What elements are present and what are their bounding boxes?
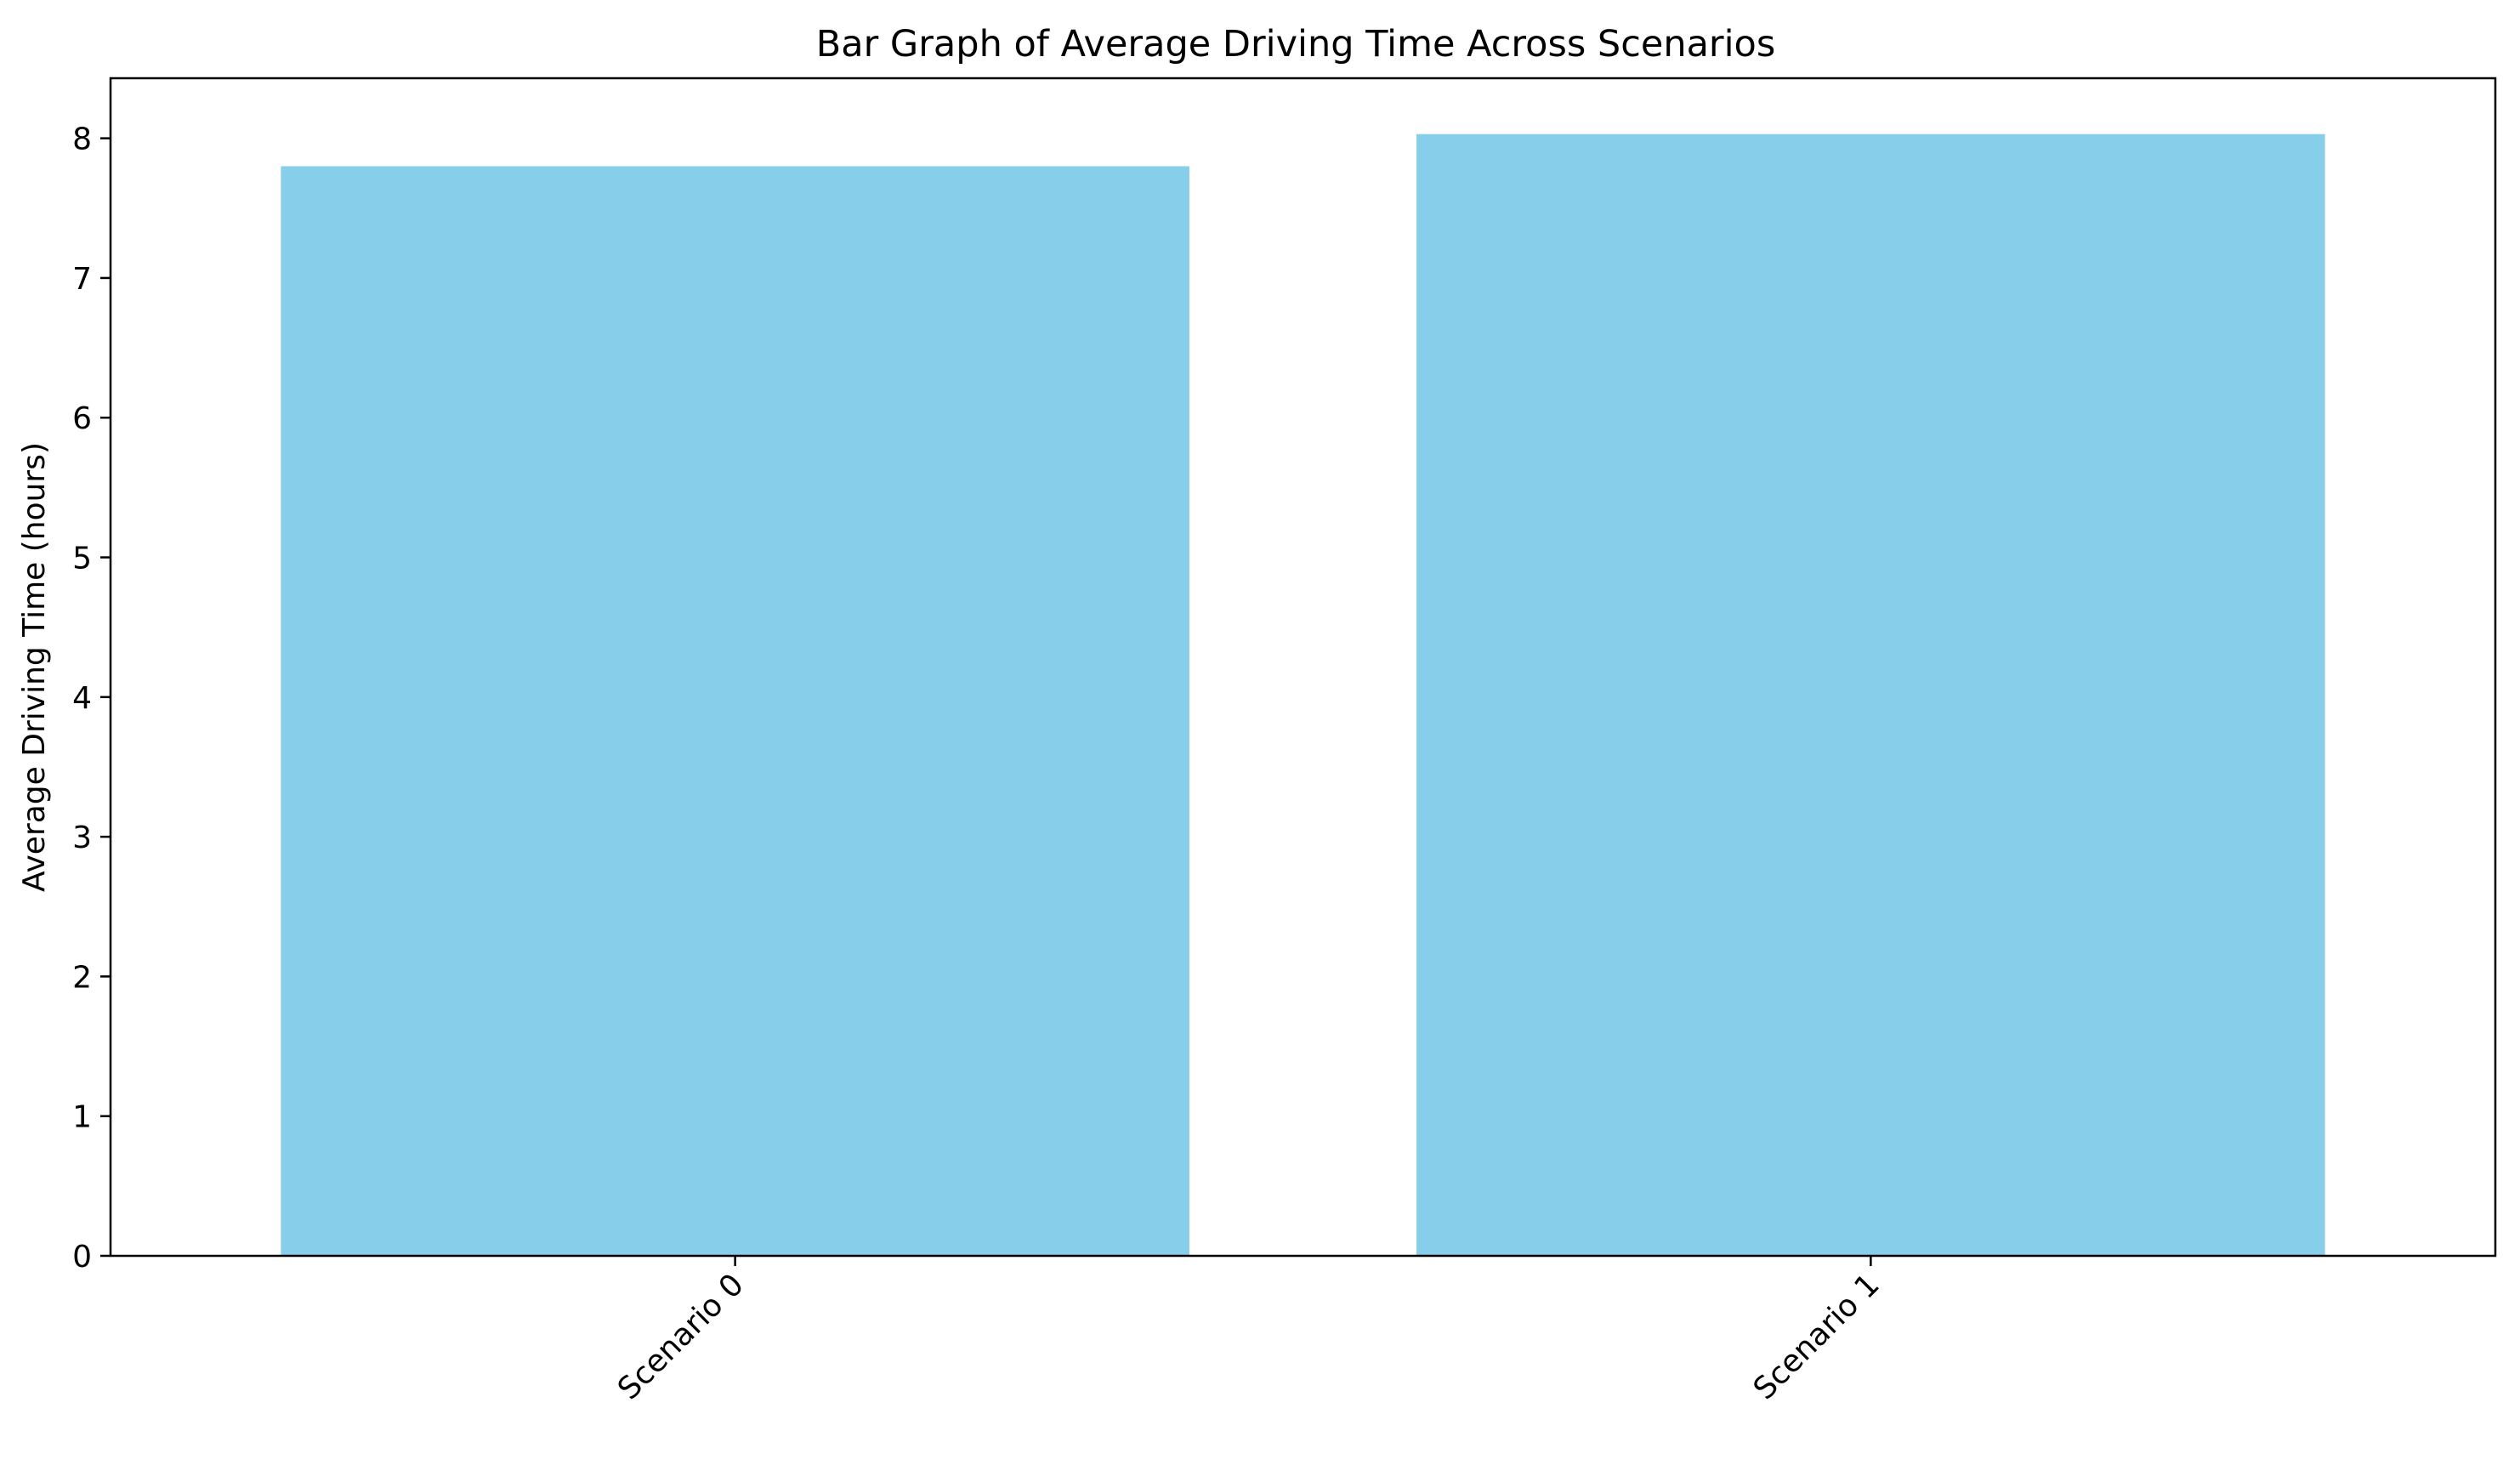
y-tick-label-7: 7	[72, 262, 92, 297]
y-tick-label-3: 3	[72, 821, 92, 855]
plot-frame	[109, 77, 2497, 1258]
bar-scenario-1	[1416, 133, 2325, 1257]
axes-layer	[109, 77, 2497, 1258]
y-tick-label-4: 4	[72, 681, 92, 716]
y-tick-label-5: 5	[72, 542, 92, 576]
y-tick-label-1: 1	[72, 1100, 92, 1135]
bar-scenario-0	[281, 166, 1189, 1256]
y-tick-label-8: 8	[72, 122, 92, 157]
x-tick-label-0: Scenario 0	[611, 1267, 751, 1406]
bars-layer	[281, 133, 2325, 1257]
y-axis-label: Average Driving Time (hours)	[17, 442, 52, 892]
y-tick-label-6: 6	[72, 401, 92, 436]
chart-title: Bar Graph of Average Driving Time Across…	[816, 23, 1776, 65]
y-tick-label-0: 0	[72, 1240, 92, 1275]
y-tick-label-2: 2	[72, 960, 92, 995]
x-tick-label-1: Scenario 1	[1747, 1267, 1887, 1406]
